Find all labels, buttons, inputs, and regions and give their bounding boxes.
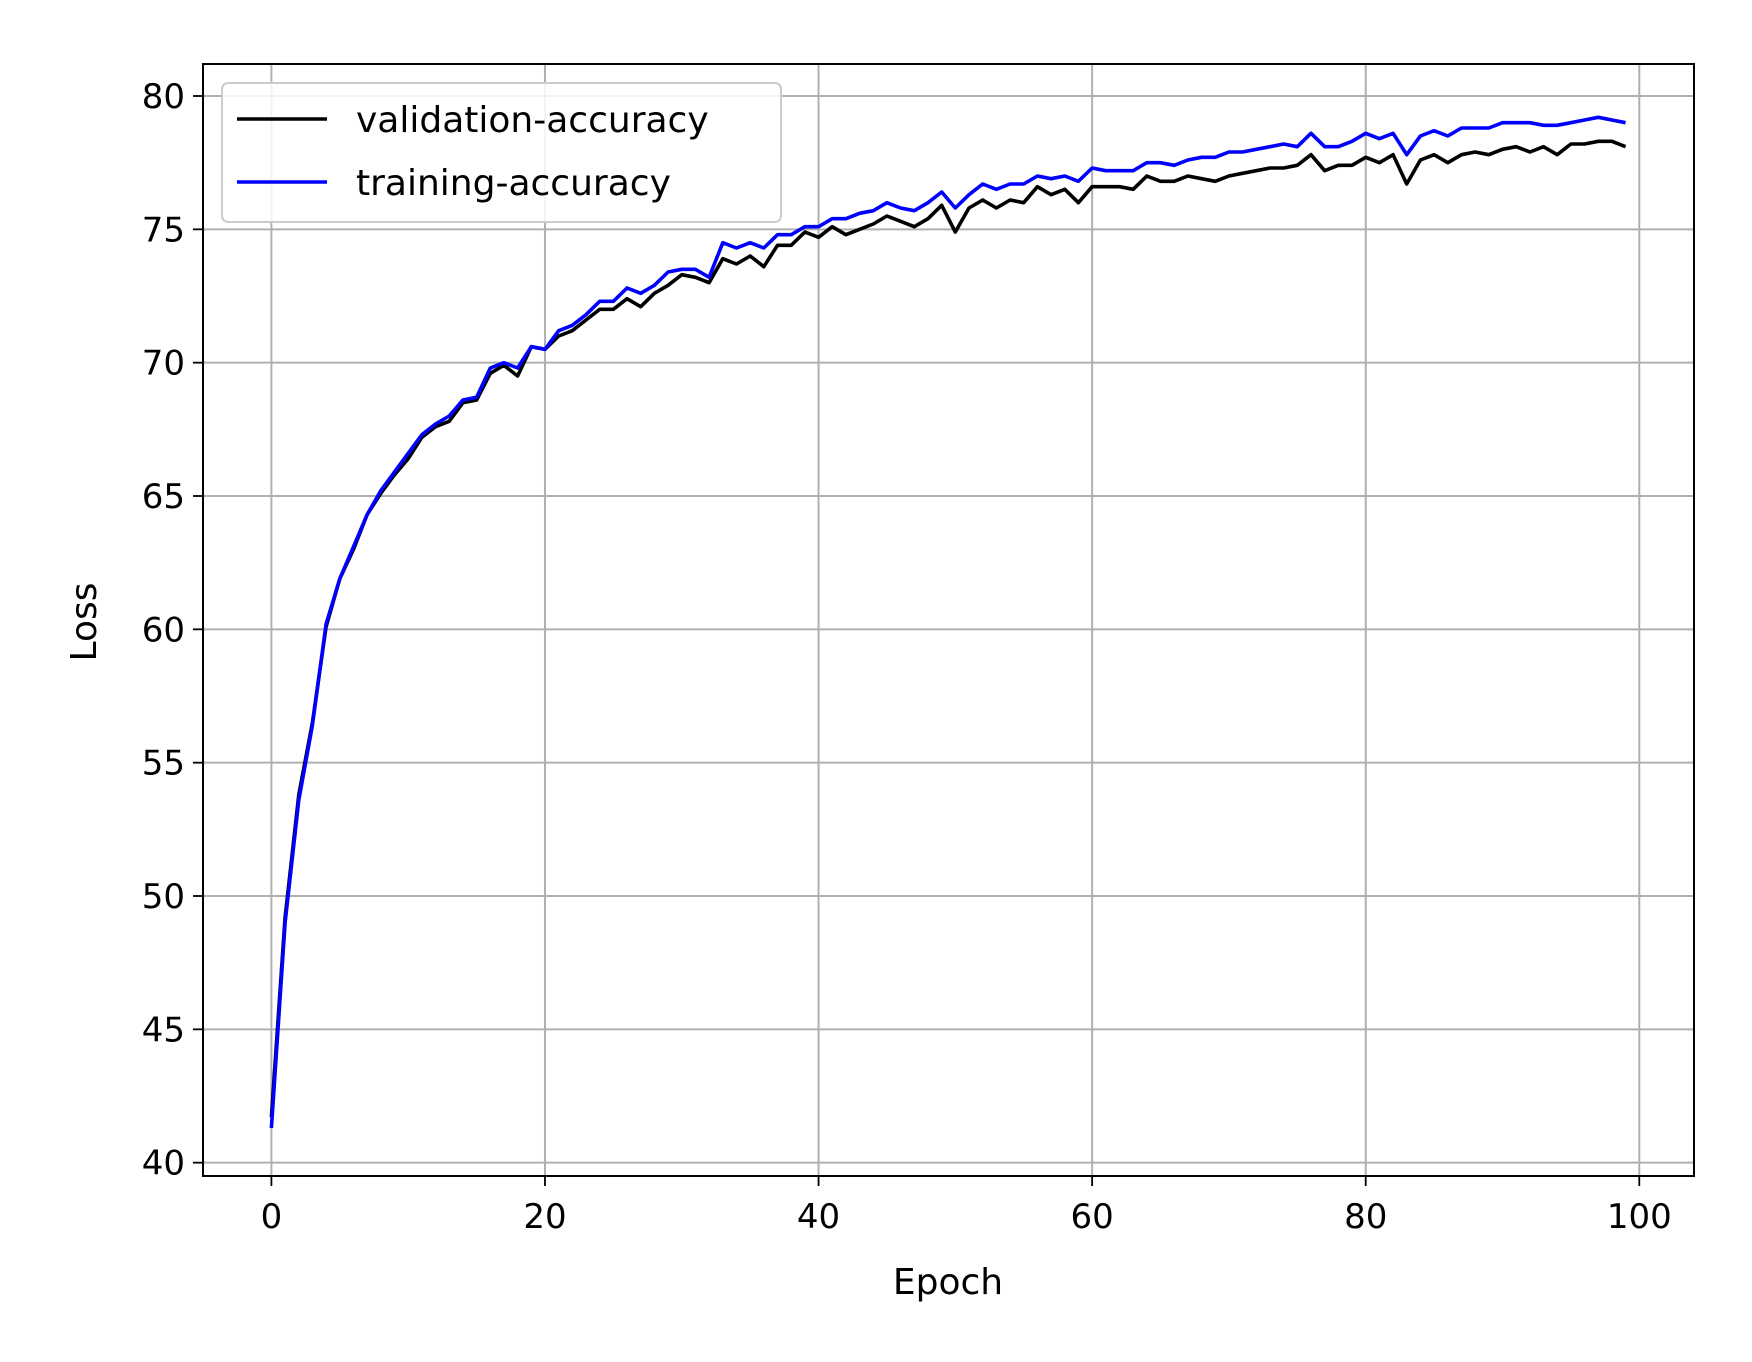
x-tick-label: 100 [1607,1197,1672,1237]
y-tick-label: 65 [142,477,185,517]
legend: validation-accuracy training-accuracy [221,82,782,223]
grid [203,64,1694,1176]
legend-label-training: training-accuracy [356,163,671,204]
y-tick-label: 70 [142,344,185,384]
y-axis-ticks: 40 45 50 55 60 65 70 75 80 [142,77,203,1184]
x-tick-label: 0 [261,1197,283,1237]
x-tick-label: 80 [1344,1197,1387,1237]
x-tick-label: 60 [1070,1197,1113,1237]
y-tick-label: 60 [142,610,185,650]
x-tick-label: 40 [797,1197,840,1237]
y-tick-label: 50 [142,877,185,917]
x-axis-ticks: 0 20 40 60 80 100 [261,1176,1672,1237]
series-group [269,115,1627,1129]
y-tick-label: 55 [142,744,185,784]
legend-box [221,82,782,223]
y-tick-label: 75 [142,210,185,250]
legend-label-validation: validation-accuracy [356,100,709,141]
series-line-training-accuracy [269,115,1626,1129]
y-tick-label: 45 [142,1010,185,1050]
y-axis-label: Loss [64,583,105,662]
y-tick-label: 40 [142,1144,185,1184]
x-axis-label: Epoch [893,1262,1003,1303]
x-tick-label: 20 [523,1197,566,1237]
plot-frame [202,63,1695,1177]
series-line-validation-accuracy [269,139,1627,1118]
y-tick-label: 80 [142,77,185,117]
